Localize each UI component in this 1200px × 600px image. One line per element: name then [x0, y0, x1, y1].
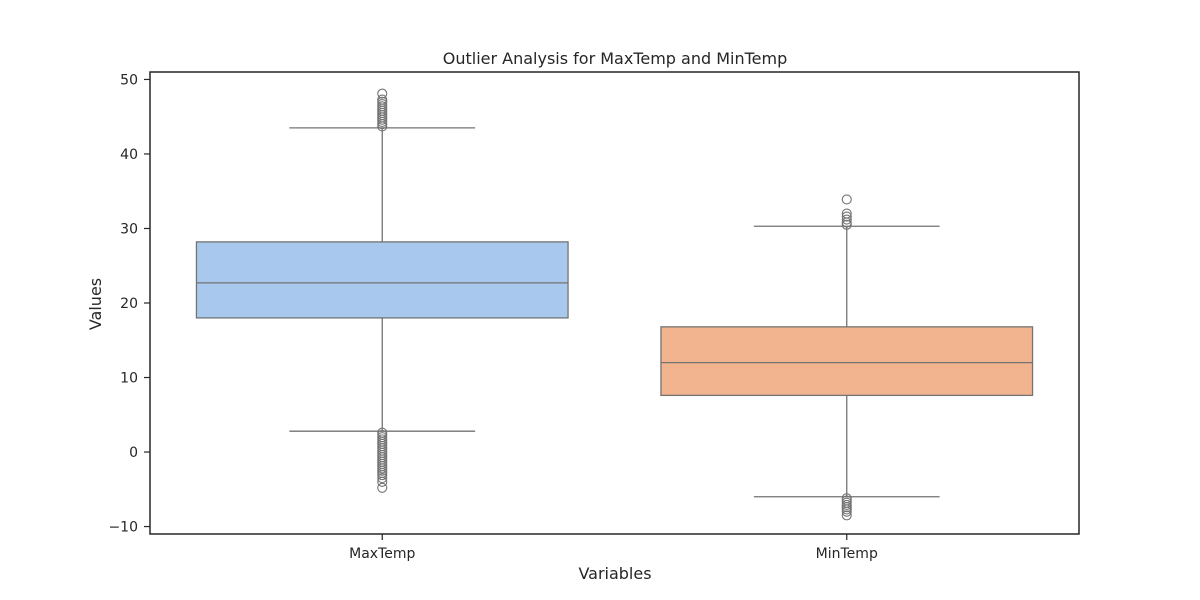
y-tick-label: 10 [120, 371, 138, 387]
box-group-mintemp [660, 194, 1034, 521]
x-axis: MaxTemp MinTemp [349, 534, 878, 562]
iqr-box [660, 326, 1034, 397]
y-axis-label: Values [86, 278, 105, 330]
outlier-point [841, 506, 852, 517]
y-tick-label: 50 [120, 72, 138, 88]
outlier-point [841, 208, 852, 219]
outlier-point [841, 214, 852, 225]
outlier-point [841, 194, 852, 205]
outlier-point [377, 482, 388, 493]
chart-title: Outlier Analysis for MaxTemp and MinTemp [443, 49, 788, 68]
box-group-maxtemp [195, 88, 569, 493]
outlier-point [377, 94, 388, 105]
outlier-point [841, 510, 852, 521]
y-tick-label: 30 [120, 221, 138, 237]
y-tick-label: 40 [120, 147, 138, 163]
x-tick-label: MinTemp [816, 546, 878, 562]
outlier-point [377, 476, 388, 487]
x-tick-label: MaxTemp [349, 546, 415, 562]
y-tick-label: 0 [129, 445, 138, 461]
iqr-box [195, 241, 569, 319]
y-axis: −10 0 10 20 30 40 50 [108, 72, 150, 536]
x-axis-label: Variables [578, 564, 651, 583]
boxes-layer [195, 88, 1034, 521]
outlier-point [377, 88, 388, 99]
y-tick-label: −10 [108, 520, 138, 536]
y-tick-label: 20 [120, 296, 138, 312]
outlier-point [841, 211, 852, 222]
outlier-point [377, 470, 388, 481]
outlier-point [377, 473, 388, 484]
